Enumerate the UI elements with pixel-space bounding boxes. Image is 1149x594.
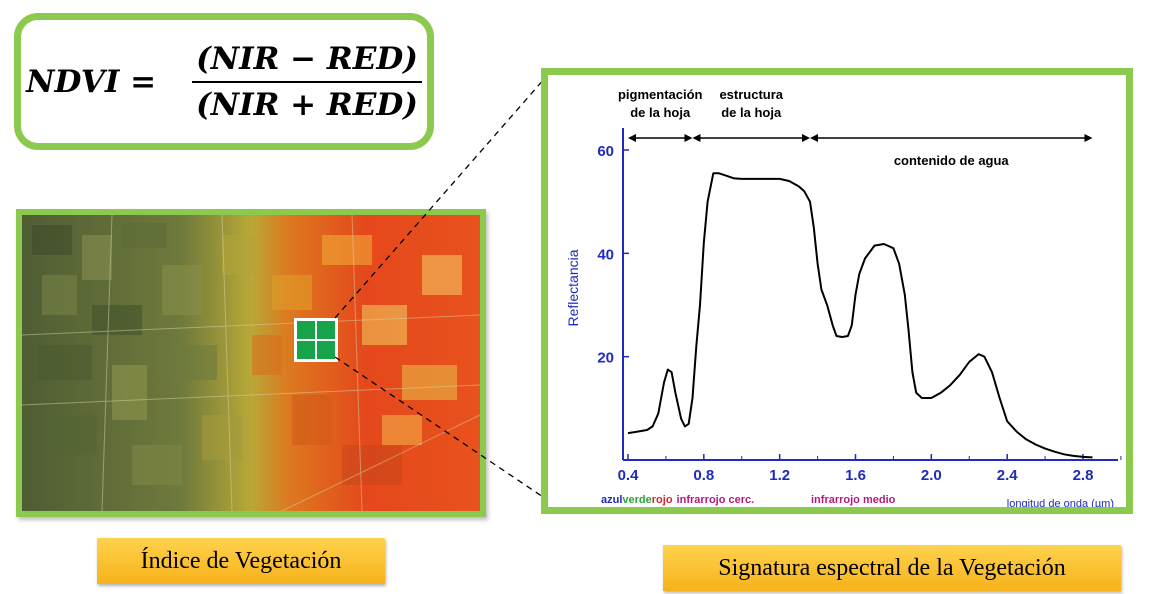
formula-box: NDVI = (NIR − RED) (NIR + RED) — [14, 13, 434, 150]
x-tick-label: 0.8 — [693, 467, 714, 484]
region-arrowhead-left — [628, 134, 636, 142]
sample-square — [317, 321, 335, 339]
connector-line-bottom — [334, 356, 553, 504]
x-axis-label: longitud de onda (µm) — [1007, 498, 1114, 507]
region-label: de la hoja — [721, 105, 782, 120]
x-tick-label: 0.4 — [618, 467, 640, 484]
formula-denominator: (NIR + RED) — [196, 86, 418, 123]
formula-lhs: NDVI = — [26, 63, 157, 100]
x-tick-label: 1.6 — [845, 467, 866, 484]
region-label: pigmentación — [618, 87, 703, 102]
formula-numerator: (NIR − RED) — [192, 41, 422, 83]
region-arrowhead-right — [1084, 134, 1093, 142]
ndvi-map-graphic — [22, 215, 480, 511]
band-verde: verde — [622, 494, 651, 506]
y-tick-label: 40 — [597, 246, 614, 263]
sample-square — [297, 321, 315, 339]
x-tick-label: 2.0 — [921, 467, 942, 484]
region-label: contenido de agua — [894, 153, 1010, 168]
reflectance-curve — [627, 172, 1093, 459]
sample-square — [317, 341, 335, 359]
band-nir: infrarrojo cerc. — [677, 494, 755, 506]
x-tick-label: 2.8 — [1073, 467, 1094, 484]
region-arrowhead-right — [684, 134, 693, 142]
y-tick-label: 60 — [597, 143, 614, 160]
band-labels-visible: azulverderojo infrarrojo cerc. — [601, 494, 754, 506]
y-tick-label: 20 — [597, 350, 614, 367]
sample-square — [297, 341, 315, 359]
formula-fraction: (NIR − RED) (NIR + RED) — [192, 41, 422, 123]
band-rojo: rojo — [652, 494, 673, 506]
region-label: de la hoja — [630, 105, 691, 120]
y-axis-label: Reflectancia — [565, 249, 581, 326]
x-tick-label: 2.4 — [997, 467, 1019, 484]
spectral-signature-chart: Reflectancia longitud de onda (µm) azulv… — [565, 87, 1122, 510]
ndvi-map-image — [16, 209, 486, 517]
band-azul: azul — [601, 494, 622, 506]
caption-spectral-signature: Signatura espectral de la Vegetación — [663, 545, 1121, 591]
caption-ndvi: Índice de Vegetación — [97, 538, 385, 584]
region-arrowhead-right — [802, 134, 810, 142]
region-label: estructura — [719, 87, 783, 102]
region-arrowhead-left — [810, 134, 818, 142]
connector-line-top — [334, 69, 553, 319]
region-arrowhead-left — [692, 134, 701, 142]
ndvi-formula: NDVI = (NIR − RED) (NIR + RED) — [21, 20, 427, 143]
band-mir: infrarrojo medio — [811, 494, 896, 506]
x-tick-label: 1.2 — [769, 467, 790, 484]
spectral-chart-frame: Reflectancia longitud de onda (µm) azulv… — [541, 68, 1133, 514]
